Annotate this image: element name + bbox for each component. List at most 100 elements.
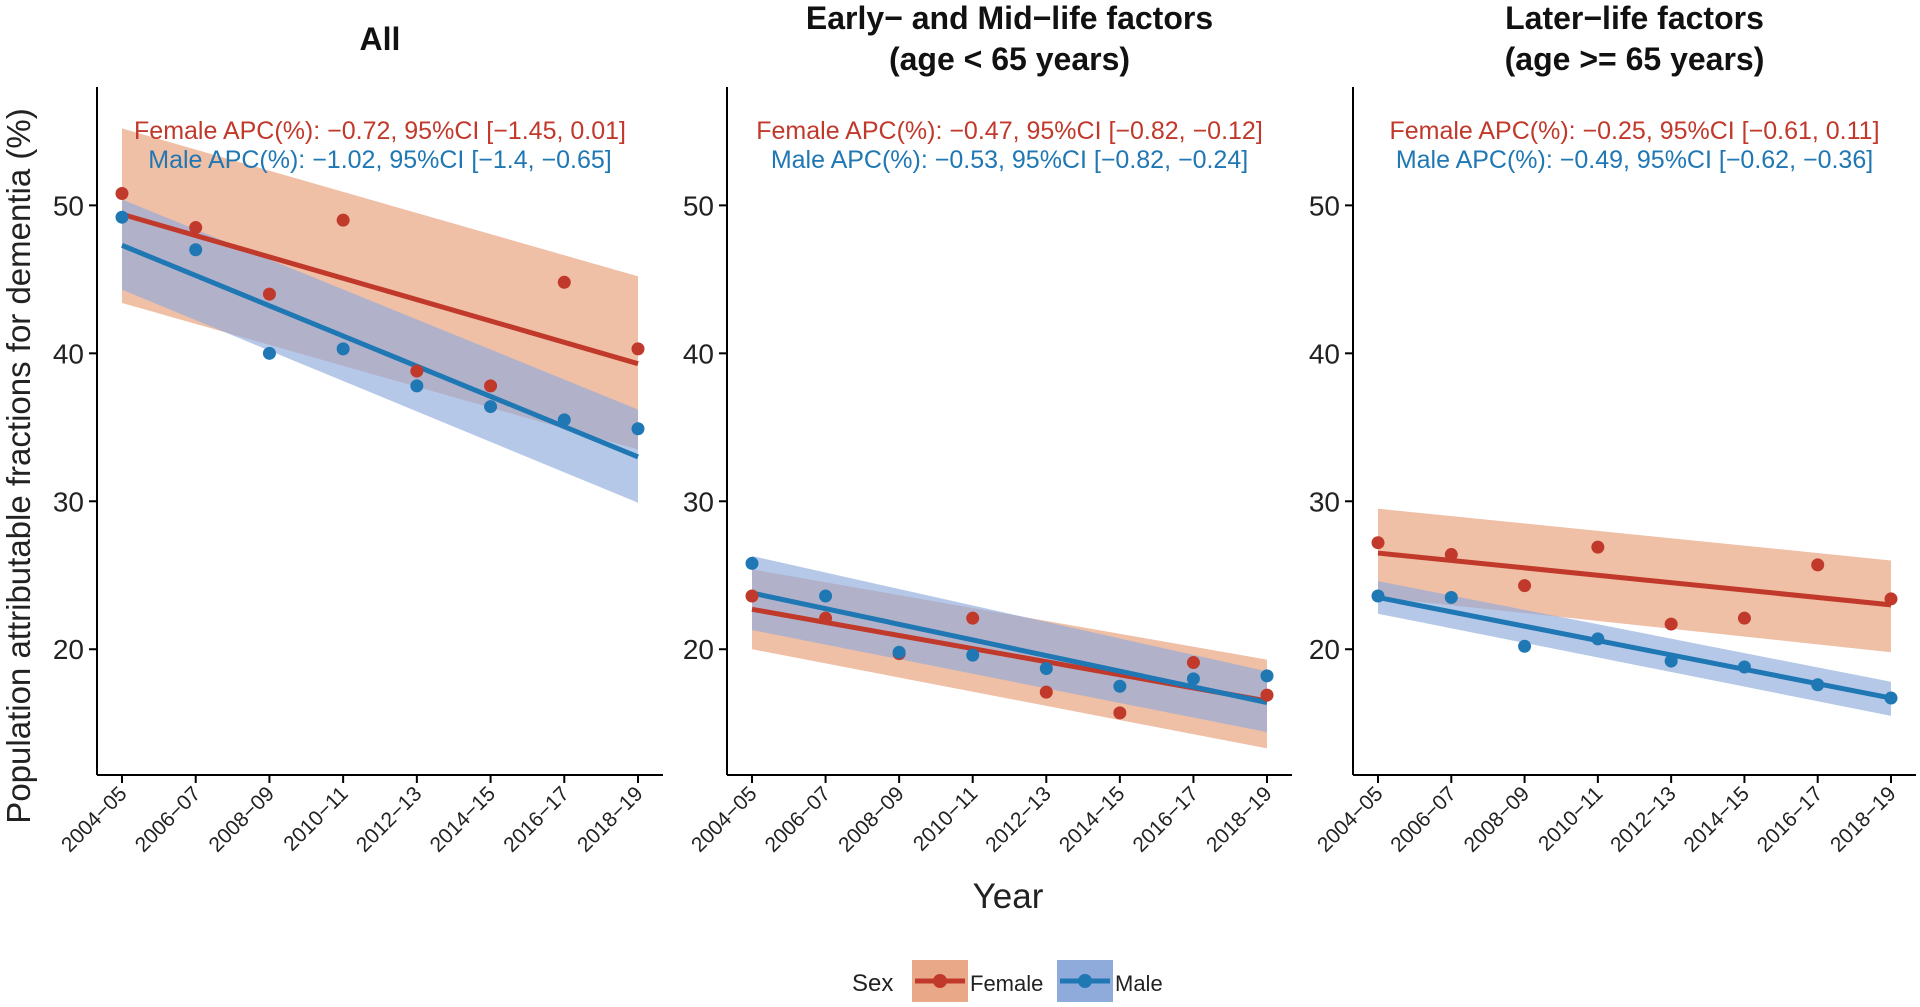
panel-title: Early− and Mid−life factors bbox=[806, 0, 1213, 36]
data-point-female bbox=[819, 611, 833, 625]
x-tick-label: 2018−19 bbox=[1826, 782, 1900, 856]
x-tick-label: 2004−05 bbox=[57, 782, 131, 856]
fit-line-female bbox=[1377, 550, 1892, 608]
ci-band-male bbox=[752, 556, 1267, 733]
x-tick-label: 2018−19 bbox=[573, 782, 647, 856]
data-point-female bbox=[1884, 592, 1898, 606]
data-point-male bbox=[410, 379, 424, 393]
x-tick-label: 2016−17 bbox=[1128, 782, 1202, 856]
data-point-female bbox=[1664, 617, 1678, 631]
data-point-male bbox=[557, 413, 571, 427]
annotation-female-apc: Female APC(%): −0.47, 95%CI [−0.82, −0.1… bbox=[756, 117, 1263, 145]
x-tick-label: 2016−17 bbox=[499, 782, 573, 856]
data-point-male bbox=[1371, 589, 1385, 603]
data-point-female bbox=[1811, 558, 1825, 572]
x-tick-label: 2006−07 bbox=[131, 782, 205, 856]
data-point-female bbox=[1591, 540, 1605, 554]
data-point-male bbox=[1260, 669, 1274, 683]
panel-title: (age < 65 years) bbox=[889, 41, 1130, 77]
y-tick-label: 20 bbox=[1309, 634, 1340, 665]
x-tick-label: 2004−05 bbox=[1313, 782, 1387, 856]
legend-label-male: Male bbox=[1115, 971, 1163, 996]
x-tick-label: 2004−05 bbox=[687, 782, 761, 856]
x-tick-label: 2012−13 bbox=[1606, 782, 1680, 856]
y-tick-label: 50 bbox=[1309, 190, 1340, 221]
x-tick-label: 2008−09 bbox=[204, 782, 278, 856]
legend-key-male-point bbox=[1078, 974, 1092, 988]
x-tick-label: 2006−07 bbox=[1386, 782, 1460, 856]
data-point-male bbox=[1811, 678, 1825, 692]
data-point-female bbox=[484, 379, 498, 393]
data-point-female bbox=[1737, 611, 1751, 625]
fit-line-male bbox=[751, 590, 1268, 705]
x-tick-label: 2016−17 bbox=[1753, 782, 1827, 856]
x-tick-label: 2014−15 bbox=[1055, 782, 1129, 856]
panel-all: 20 30 40 50 2004−05 2006−07 2008−09 2010−11 2012… bbox=[53, 21, 663, 857]
y-tick-label: 30 bbox=[683, 486, 714, 517]
data-point-male bbox=[262, 346, 276, 360]
data-point-male bbox=[745, 556, 759, 570]
data-point-female bbox=[1113, 706, 1127, 720]
y-tick-label: 40 bbox=[53, 338, 84, 369]
data-point-male bbox=[1518, 639, 1532, 653]
y-tick-label: 20 bbox=[683, 634, 714, 665]
data-point-female bbox=[1039, 685, 1053, 699]
y-tick-label: 30 bbox=[1309, 486, 1340, 517]
x-tick-label: 2010−11 bbox=[279, 782, 352, 855]
x-axis-label: Year bbox=[973, 877, 1044, 916]
panel-title: (age >= 65 years) bbox=[1505, 41, 1765, 77]
data-point-female bbox=[336, 213, 350, 227]
data-point-male bbox=[484, 400, 498, 414]
fit-line-male bbox=[121, 243, 639, 460]
annotation-male-apc: Male APC(%): −0.53, 95%CI [−0.82, −0.24] bbox=[771, 146, 1248, 174]
data-point-female bbox=[115, 187, 129, 201]
data-point-male bbox=[1664, 654, 1678, 668]
data-point-female bbox=[966, 611, 980, 625]
data-point-male bbox=[892, 645, 906, 659]
data-point-male bbox=[631, 422, 645, 436]
legend-label-female: Female bbox=[970, 971, 1043, 996]
fit-line-male bbox=[1377, 594, 1892, 701]
x-tick-label: 2010−11 bbox=[909, 782, 982, 855]
x-tick-label: 2018−19 bbox=[1202, 782, 1276, 856]
x-tick-label: 2014−15 bbox=[1679, 782, 1753, 856]
data-point-female bbox=[1371, 536, 1385, 550]
data-point-male bbox=[1444, 590, 1458, 604]
annotation-male-apc: Male APC(%): −1.02, 95%CI [−1.4, −0.65] bbox=[148, 146, 611, 174]
data-point-female bbox=[557, 275, 571, 289]
y-axis-label: Population attributable fractions for de… bbox=[0, 108, 37, 823]
data-point-female bbox=[745, 589, 759, 603]
x-tick-label: 2010−11 bbox=[1534, 782, 1607, 855]
panel-title: All bbox=[360, 21, 401, 57]
y-tick-label: 50 bbox=[683, 190, 714, 221]
data-point-male bbox=[1039, 661, 1053, 675]
data-point-male bbox=[1591, 632, 1605, 646]
legend-title: Sex bbox=[852, 970, 893, 997]
data-point-female bbox=[631, 342, 645, 356]
x-tick-label: 2012−13 bbox=[352, 782, 426, 856]
x-tick-label: 2014−15 bbox=[426, 782, 500, 856]
data-point-female bbox=[410, 364, 424, 378]
data-point-male bbox=[1186, 672, 1200, 686]
annotation-female-apc: Female APC(%): −0.72, 95%CI [−1.45, 0.01… bbox=[134, 117, 626, 145]
data-point-female bbox=[1186, 656, 1200, 670]
y-tick-label: 40 bbox=[683, 338, 714, 369]
data-point-female bbox=[262, 287, 276, 301]
y-tick-label: 50 bbox=[53, 190, 84, 221]
data-point-male bbox=[819, 589, 833, 603]
data-point-male bbox=[336, 342, 350, 356]
legend-key-female-point bbox=[933, 974, 947, 988]
y-tick-label: 40 bbox=[1309, 338, 1340, 369]
data-point-male bbox=[1113, 679, 1127, 693]
data-point-male bbox=[1884, 691, 1898, 705]
data-point-male bbox=[966, 648, 980, 662]
panel-early-mid-life: 20 30 40 50 2004−05 2006−07 2008−09 2010−11 2012… bbox=[683, 0, 1292, 857]
data-point-female bbox=[1444, 548, 1458, 562]
panel-title: Later−life factors bbox=[1505, 0, 1764, 36]
fit-line-female bbox=[121, 211, 639, 367]
data-point-female bbox=[1260, 688, 1274, 702]
x-tick-label: 2008−09 bbox=[834, 782, 908, 856]
legend: Sex Female Male bbox=[852, 960, 1163, 1002]
